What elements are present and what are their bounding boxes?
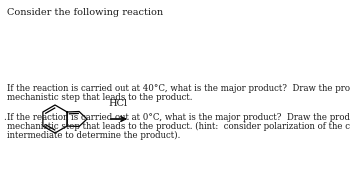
Text: If the reaction is carried out at 40°C, what is the major product?  Draw the pro: If the reaction is carried out at 40°C, …: [7, 84, 350, 93]
Text: .: .: [3, 113, 6, 122]
Text: Consider the following reaction: Consider the following reaction: [7, 8, 163, 17]
Text: mechanistic step that leads to the product. (hint:  consider polarization of the: mechanistic step that leads to the produ…: [7, 122, 350, 131]
Text: mechanistic step that leads to the product.: mechanistic step that leads to the produ…: [7, 93, 192, 102]
Text: HCl: HCl: [108, 99, 127, 108]
Text: If the reaction is carried out at 0°C, what is the major product?  Draw the prod: If the reaction is carried out at 0°C, w…: [7, 113, 350, 122]
Text: intermediate to determine the product).: intermediate to determine the product).: [7, 131, 180, 140]
